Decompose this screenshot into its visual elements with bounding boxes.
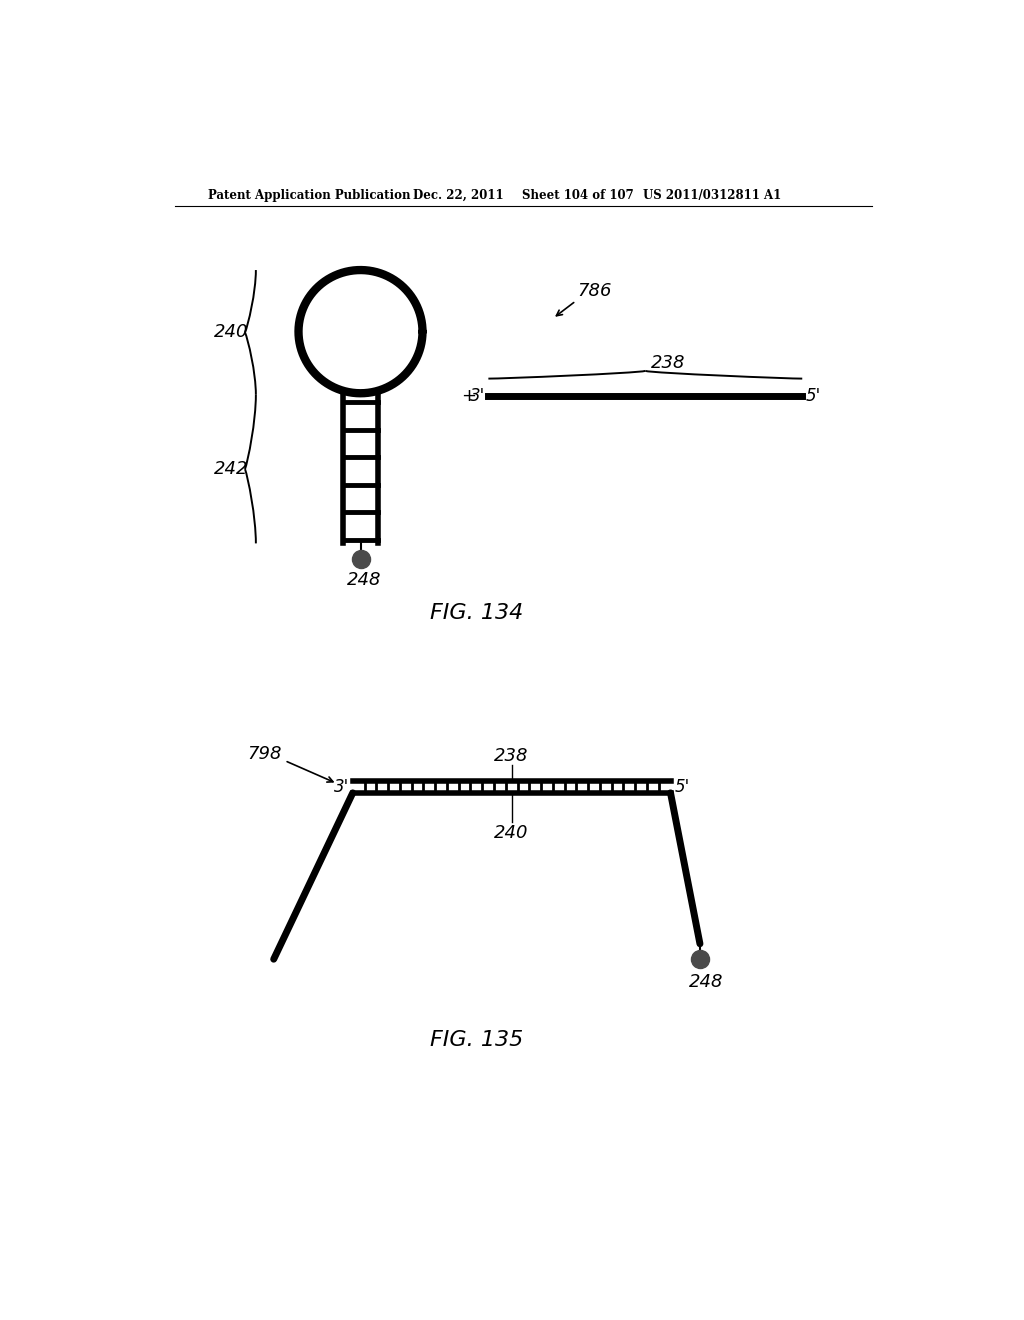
Text: 3': 3'	[334, 777, 349, 796]
Text: Patent Application Publication: Patent Application Publication	[208, 189, 411, 202]
Text: 5': 5'	[806, 387, 821, 404]
Text: 5': 5'	[675, 777, 689, 796]
Text: 3': 3'	[470, 387, 485, 404]
Text: US 2011/0312811 A1: US 2011/0312811 A1	[643, 189, 781, 202]
Text: 786: 786	[578, 282, 612, 300]
Text: 248: 248	[689, 973, 723, 991]
Text: 242: 242	[214, 461, 249, 478]
Text: 238: 238	[651, 354, 686, 372]
Text: Dec. 22, 2011: Dec. 22, 2011	[414, 189, 504, 202]
Text: FIG. 135: FIG. 135	[430, 1030, 523, 1049]
Text: FIG. 134: FIG. 134	[430, 603, 523, 623]
Text: 238: 238	[495, 747, 528, 764]
Text: 240: 240	[495, 824, 528, 842]
Text: +: +	[462, 387, 476, 404]
Text: Sheet 104 of 107: Sheet 104 of 107	[521, 189, 634, 202]
Text: 798: 798	[247, 746, 282, 763]
Text: 240: 240	[214, 323, 249, 342]
Text: 248: 248	[347, 572, 382, 589]
